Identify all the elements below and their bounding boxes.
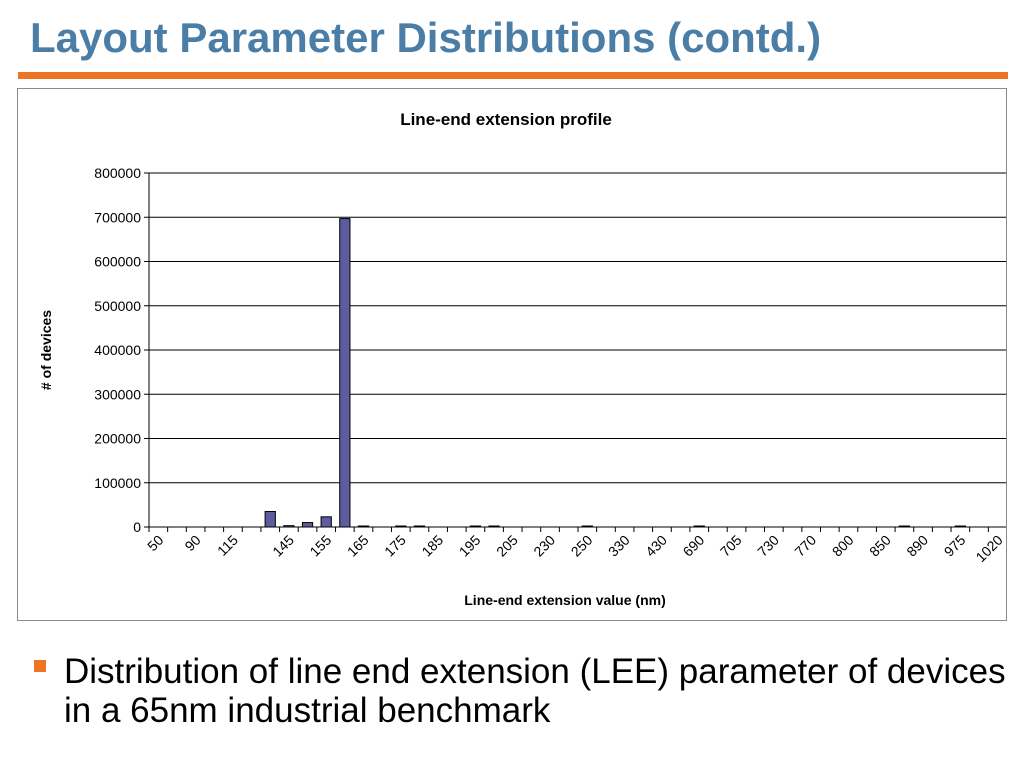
x-tick-label: 975 (941, 532, 969, 560)
x-tick-label: 250 (568, 532, 596, 560)
bars (264, 218, 966, 528)
x-tick-label: 800 (829, 532, 857, 560)
x-tick-label: 195 (456, 532, 484, 560)
x-tick-label: 330 (605, 532, 633, 560)
x-tick-label: 770 (791, 532, 819, 560)
bar (301, 522, 314, 528)
x-tick-label: 175 (381, 532, 409, 560)
bar (264, 511, 276, 528)
bar (320, 516, 332, 528)
x-tick-label: 145 (269, 532, 297, 560)
chart-frame: Line-end extension profile Line-end exte… (17, 88, 1007, 621)
x-tick-label: 185 (418, 532, 446, 560)
y-tick-label: 700000 (94, 209, 141, 225)
y-tick-label: 0 (133, 519, 141, 535)
x-tick-label: 115 (214, 532, 241, 559)
x-tick-label: 430 (642, 532, 670, 560)
y-tick-label: 800000 (94, 165, 141, 181)
x-tick-label: 1020 (972, 532, 1005, 565)
title-underline (18, 72, 1008, 79)
x-tick-label: 690 (680, 532, 708, 560)
bar-chart: Line-end extension profile Line-end exte… (38, 110, 1006, 608)
x-tick-label: 165 (344, 532, 372, 560)
x-tick-label: 890 (903, 532, 931, 560)
y-tick-label: 300000 (94, 386, 141, 402)
y-tick-label: 200000 (94, 431, 141, 447)
x-tick-label: 705 (717, 532, 745, 560)
x-tick-label: 90 (181, 532, 203, 554)
slide-title: Layout Parameter Distributions (contd.) (30, 14, 822, 61)
x-tick-label: 205 (493, 532, 521, 560)
y-tick-label: 500000 (94, 298, 141, 314)
x-axis-label: Line-end extension value (nm) (464, 592, 665, 608)
gridlines (144, 172, 1006, 532)
chart-title: Line-end extension profile (400, 110, 612, 129)
bullet-marker (34, 660, 46, 672)
bar (339, 218, 351, 528)
y-tick-labels: 0 100000 200000 300000 400000 500000 600000 700… (94, 165, 141, 535)
x-tick-label: 850 (866, 532, 894, 560)
x-tick-label: 230 (530, 532, 558, 560)
x-tick-label: 155 (306, 532, 334, 560)
y-tick-label: 600000 (94, 254, 141, 270)
y-tick-label: 400000 (94, 342, 141, 358)
axes (148, 173, 1006, 528)
y-axis-label: # of devices (38, 310, 54, 390)
x-tick-label: 50 (144, 532, 166, 554)
x-tick-label: 730 (754, 532, 782, 560)
y-tick-label: 100000 (94, 475, 141, 491)
bullet-text: Distribution of line end extension (LEE)… (64, 652, 1006, 730)
x-tick-labels: 50 90 115 145 155 165 175 185 195 205 230 250 330 430… (144, 532, 1006, 565)
